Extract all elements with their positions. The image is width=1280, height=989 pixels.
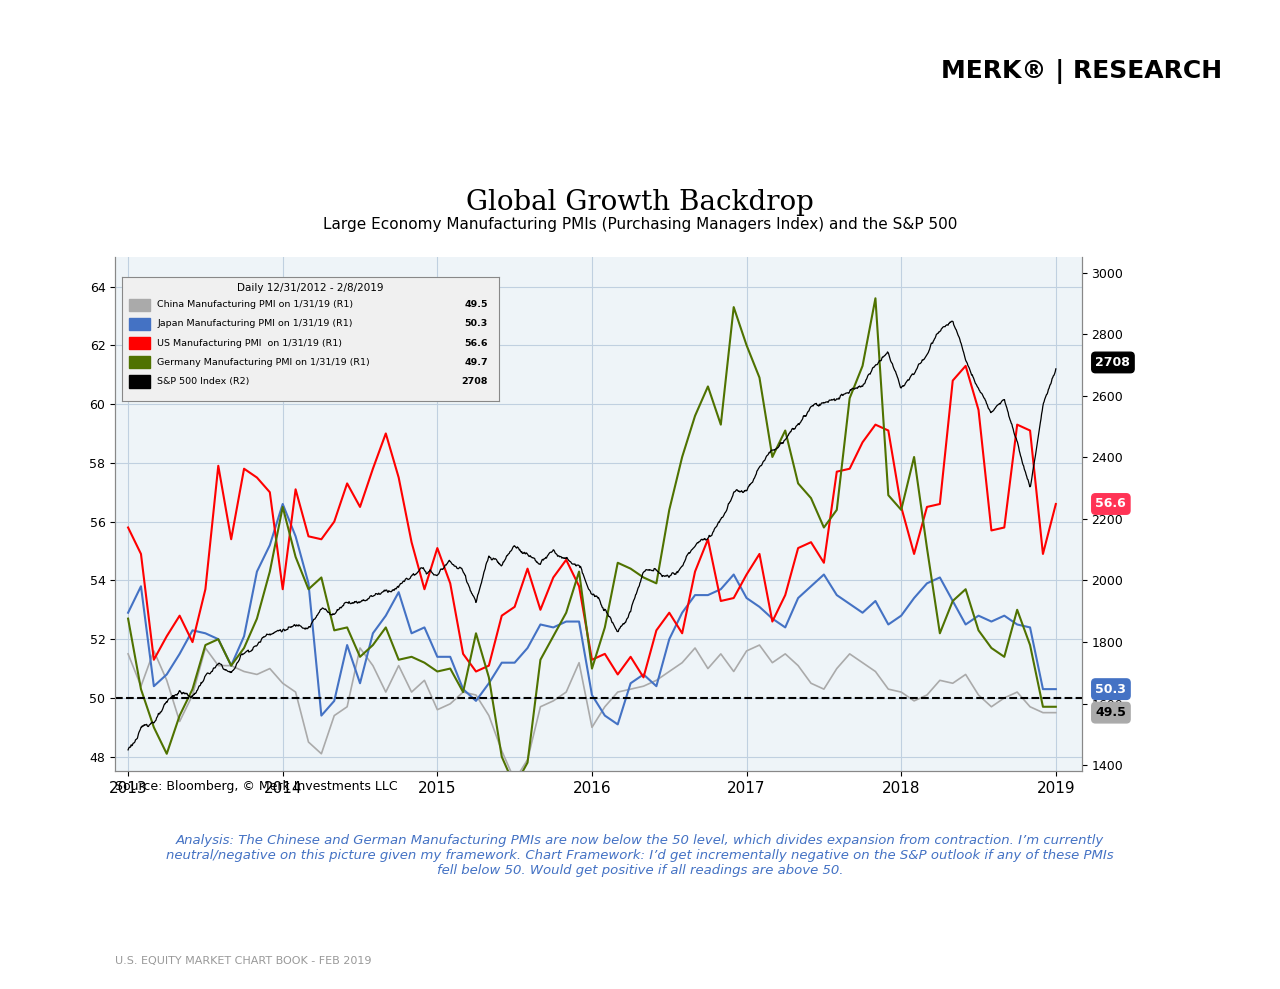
Text: S&P 500 Index (R2): S&P 500 Index (R2) <box>157 377 250 386</box>
Text: 56.6: 56.6 <box>465 338 488 347</box>
Text: 49.5: 49.5 <box>465 301 488 310</box>
Text: 2708: 2708 <box>1096 356 1130 369</box>
Text: 49.5: 49.5 <box>1096 706 1126 719</box>
Bar <box>129 356 150 369</box>
Text: 2708: 2708 <box>461 377 488 386</box>
Text: 49.7: 49.7 <box>465 358 488 367</box>
Text: Analysis: The Chinese and German Manufacturing PMIs are now below the 50 level, : Analysis: The Chinese and German Manufac… <box>166 834 1114 877</box>
Text: China Manufacturing PMI on 1/31/19 (R1): China Manufacturing PMI on 1/31/19 (R1) <box>157 301 353 310</box>
Text: Japan Manufacturing PMI on 1/31/19 (R1): Japan Manufacturing PMI on 1/31/19 (R1) <box>157 319 353 328</box>
Text: 50.3: 50.3 <box>465 319 488 328</box>
Bar <box>129 299 150 311</box>
Bar <box>129 317 150 330</box>
Text: Source: Bloomberg, © Merk Investments LLC: Source: Bloomberg, © Merk Investments LL… <box>115 779 398 793</box>
Text: Daily 12/31/2012 - 2/8/2019: Daily 12/31/2012 - 2/8/2019 <box>237 283 384 293</box>
Text: US Manufacturing PMI  on 1/31/19 (R1): US Manufacturing PMI on 1/31/19 (R1) <box>157 338 343 347</box>
Text: MERK® | RESEARCH: MERK® | RESEARCH <box>941 58 1222 84</box>
Text: Germany Manufacturing PMI on 1/31/19 (R1): Germany Manufacturing PMI on 1/31/19 (R1… <box>157 358 370 367</box>
Text: 50.3: 50.3 <box>1096 682 1126 695</box>
Bar <box>129 375 150 388</box>
Text: Global Growth Backdrop: Global Growth Backdrop <box>466 189 814 217</box>
Bar <box>129 337 150 349</box>
Text: U.S. EQUITY MARKET CHART BOOK - FEB 2019: U.S. EQUITY MARKET CHART BOOK - FEB 2019 <box>115 956 371 966</box>
Text: 56.6: 56.6 <box>1096 497 1126 510</box>
Text: Large Economy Manufacturing PMIs (Purchasing Managers Index) and the S&P 500: Large Economy Manufacturing PMIs (Purcha… <box>323 217 957 232</box>
